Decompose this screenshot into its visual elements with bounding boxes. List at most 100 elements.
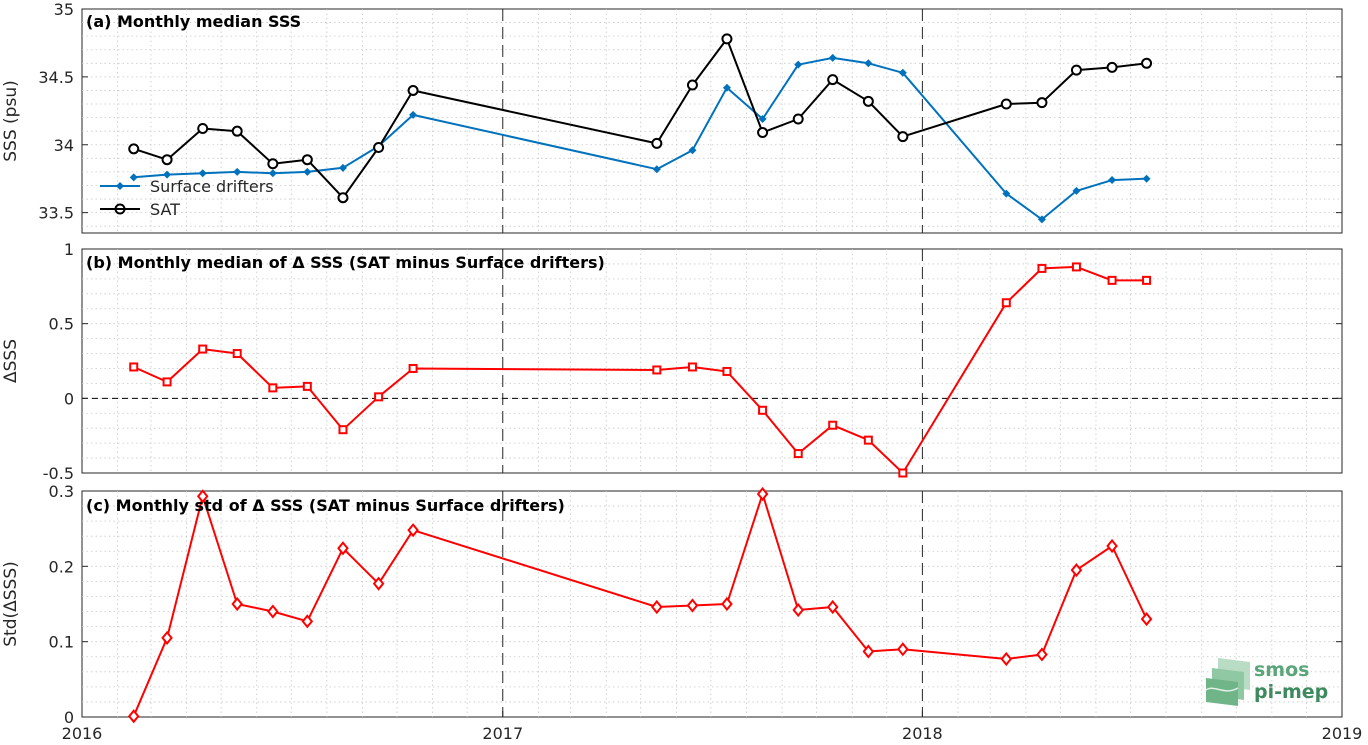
series-2-0-point xyxy=(337,541,349,556)
series-0-1-point xyxy=(197,122,209,134)
y-tick-label: 33.5 xyxy=(38,204,74,223)
y-tick-label: 0 xyxy=(64,389,74,408)
series-0-1-point xyxy=(161,154,173,166)
panel-c-series xyxy=(127,486,1153,724)
series-0-1-point xyxy=(897,131,909,143)
series-1-0-point xyxy=(722,366,732,376)
series-0-0-point xyxy=(688,146,697,155)
series-0-0-line xyxy=(133,56,1147,221)
y-tick-label: -0.5 xyxy=(43,464,74,483)
series-2-0-point xyxy=(721,596,733,612)
series-0-0-point xyxy=(652,165,661,174)
series-1-0-point xyxy=(198,344,208,354)
series-0-0-point xyxy=(1072,186,1081,195)
series-2-0-point xyxy=(267,604,279,619)
series-0-0-point xyxy=(338,163,347,172)
series-0-1-point xyxy=(757,127,769,139)
logo-emblem-icon xyxy=(1205,658,1250,706)
series-1-0-point xyxy=(268,383,278,393)
panel-c-title: (c) Monthly std of Δ SSS (SAT minus Surf… xyxy=(86,496,565,515)
panel-a-y-axis-label: SSS (psu) xyxy=(1,80,21,161)
series-0-0-point xyxy=(864,59,873,68)
series-1-0-point xyxy=(898,468,908,478)
series-0-1-point xyxy=(267,158,279,170)
series-2-0-line xyxy=(132,493,1148,717)
series-0-0-point xyxy=(233,167,242,176)
legend-marker-surface-drifters xyxy=(116,182,124,190)
y-tick-label: 35 xyxy=(54,0,74,19)
series-0-0-point xyxy=(722,83,731,92)
x-tick-label: 2019 xyxy=(1322,724,1363,743)
series-0-0-point xyxy=(1108,176,1117,185)
panel-b-y-ticks: -0.5 0 0.5 1 xyxy=(43,240,1342,483)
series-2-0-point xyxy=(1140,611,1153,627)
x-tick-label: 2017 xyxy=(482,724,523,743)
panel-a: 33.5 34 34.5 35 (a) Monthly median SSS SSS … xyxy=(1,0,1343,234)
series-0-1-point xyxy=(128,143,140,155)
series-1-0-point xyxy=(338,425,348,435)
series-0-1-point xyxy=(651,137,663,149)
series-0-1-point xyxy=(301,154,313,166)
series-1-0-point xyxy=(863,435,873,445)
series-1-0-point xyxy=(1037,263,1047,273)
x-tick-label: 2018 xyxy=(902,724,943,743)
panel-c-x-ticks: 2016 2017 2018 2019 xyxy=(62,711,1363,743)
series-1-0-point xyxy=(129,362,139,372)
series-0-1-point xyxy=(1036,97,1048,109)
series-0-1-point xyxy=(337,192,349,204)
series-0-0-point xyxy=(1037,215,1046,224)
series-1-0-point xyxy=(1142,275,1152,285)
series-1-0-point xyxy=(758,405,768,415)
series-2-0-point xyxy=(826,599,839,615)
series-0-0-point xyxy=(163,170,172,179)
series-2-0-point xyxy=(127,709,140,724)
panel-a-grid xyxy=(82,9,1342,233)
series-2-0-point xyxy=(756,486,769,502)
series-0-0-point xyxy=(828,53,837,62)
series-0-1-point xyxy=(721,33,733,45)
smos-pi-mep-logo: smos pi-mep xyxy=(1205,658,1328,706)
legend-label-surface-drifters: Surface drifters xyxy=(150,177,274,196)
series-1-0-point xyxy=(302,381,312,391)
series-0-0-point xyxy=(1142,174,1151,183)
series-0-1-point xyxy=(231,125,243,137)
series-2-0-point xyxy=(651,599,663,615)
panel-a-series xyxy=(128,33,1153,224)
series-2-0-point xyxy=(372,576,385,591)
series-0-0-point xyxy=(898,68,907,77)
series-2-0-point xyxy=(686,598,699,613)
series-2-0-point xyxy=(196,489,209,504)
panel-c-y-axis-label: Std(ΔSSS) xyxy=(1,561,21,647)
series-2-0-point xyxy=(1036,647,1048,662)
series-2-0-point xyxy=(897,642,909,657)
panel-a-title: (a) Monthly median SSS xyxy=(86,12,301,31)
series-0-0-point xyxy=(129,173,138,182)
series-0-0-point xyxy=(758,114,767,123)
series-2-0-point xyxy=(1106,538,1118,554)
series-1-0-point xyxy=(687,362,697,372)
series-0-0-point xyxy=(1002,189,1011,198)
series-0-1-line xyxy=(133,37,1147,199)
panel-b: -0.5 0 0.5 1 (b) Monthly median of Δ SSS (S… xyxy=(1,240,1343,483)
series-1-0-point xyxy=(232,349,242,359)
panel-c: 0 0.1 0.2 0.3 2016 2017 2018 2019 (c) Monthly … xyxy=(1,482,1362,743)
series-1-0-line xyxy=(133,265,1147,474)
series-2-0-point xyxy=(231,596,243,612)
y-tick-label: 0.5 xyxy=(49,315,74,334)
y-tick-label: 0 xyxy=(64,708,74,727)
panel-a-plot-area xyxy=(81,8,1343,234)
panel-b-series xyxy=(129,262,1152,478)
series-1-0-point xyxy=(1071,262,1081,272)
series-2-0-point xyxy=(407,523,419,538)
series-0-1-point xyxy=(827,74,839,86)
series-0-1-point xyxy=(792,113,804,125)
series-1-0-point xyxy=(828,420,838,430)
series-0-1-point xyxy=(1106,61,1118,73)
series-1-0-point xyxy=(652,365,662,375)
series-1-0-point xyxy=(162,377,172,387)
series-1-0-point xyxy=(1107,275,1117,285)
panel-c-year-lines xyxy=(502,491,923,717)
series-0-0-point xyxy=(268,169,277,178)
x-tick-label: 2016 xyxy=(62,724,103,743)
